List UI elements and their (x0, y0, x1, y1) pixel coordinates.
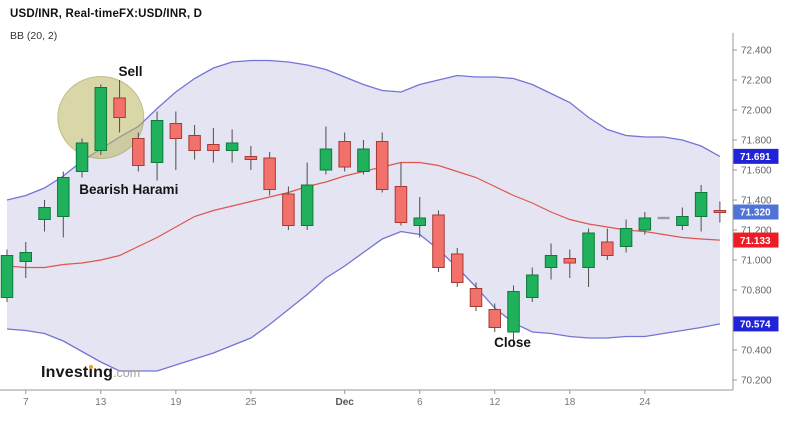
price-badge-label: 71.320 (740, 208, 771, 219)
candle-body-up (357, 148, 370, 172)
price-axis[interactable]: 72.400 72.200 72.000 71.800 71.600 71.400 71.2… (732, 33, 779, 390)
annotation-sell: Sell (119, 64, 143, 79)
candle-body-down (375, 141, 389, 190)
price-tick-label: 71.200 (741, 226, 772, 237)
price-tick-label: 71.600 (741, 166, 772, 177)
annotation-bearish-harami: Bearish Harami (79, 182, 178, 197)
candle-body-up (38, 207, 51, 220)
candle-body-up (619, 228, 633, 247)
candle-body-up (526, 274, 539, 298)
time-tick-label: 19 (170, 397, 182, 408)
candle-body-down (469, 288, 483, 307)
candle-body-up (75, 142, 89, 172)
candle-body-down (450, 253, 464, 283)
price-tick-label: 72.000 (741, 106, 772, 117)
candle-body-up (507, 291, 520, 333)
price-badge: 71.320 (733, 204, 779, 220)
time-tick-label: 13 (95, 397, 107, 408)
time-tick-label: 12 (489, 397, 501, 408)
price-tick-label: 71.000 (741, 256, 772, 267)
candle-body-up (319, 148, 333, 171)
candle-body-down (338, 141, 351, 168)
candle-body-up (57, 177, 70, 217)
time-tick-label: Dec (336, 397, 355, 408)
logo-orange-dot: i (88, 364, 94, 381)
candle-body-up (413, 217, 426, 226)
candle-body-up (582, 232, 595, 268)
candle-body-down (169, 123, 183, 139)
price-tick-label: 70.800 (741, 286, 772, 297)
candle-body-down (207, 144, 220, 151)
price-badge: 70.574 (733, 316, 779, 332)
bollinger-lower-line (6, 230, 721, 372)
time-tick-label: 24 (639, 397, 651, 408)
candle-body-down (132, 138, 145, 166)
candle-body-down (113, 97, 126, 118)
price-tick-label: 71.400 (741, 196, 772, 207)
candle-body-up (544, 255, 558, 268)
candle-body-down (488, 309, 502, 328)
price-badge-label: 71.691 (740, 152, 771, 163)
candle-body-up (94, 87, 108, 151)
candle-body-down (432, 214, 445, 268)
price-tick-label: 72.200 (741, 76, 772, 87)
candle-body-down (601, 241, 614, 256)
investing-logo-suffix: .com (113, 366, 141, 380)
candle-body-down (263, 157, 276, 190)
price-tick-label: 72.400 (741, 46, 772, 57)
price-badge: 71.133 (733, 232, 779, 248)
candle-body-down (282, 193, 295, 226)
candle-body-down (188, 135, 201, 151)
candle-body-up (0, 255, 14, 298)
candle-body-down (244, 156, 258, 160)
price-badge-label: 71.133 (740, 236, 771, 247)
candle-body-down (394, 186, 408, 223)
time-tick-label: 7 (23, 397, 29, 408)
investing-logo-brand: Investing (41, 364, 114, 381)
symbol-title: USD/INR, Real-timeFX:USD/INR, D (10, 8, 203, 20)
price-tick-label: 71.800 (741, 136, 772, 147)
price-badge-label: 70.574 (740, 320, 771, 331)
candle-body-down (713, 210, 727, 213)
time-tick-label: 18 (564, 397, 576, 408)
time-tick-label: 25 (245, 397, 257, 408)
candle-body-up (150, 120, 164, 163)
time-axis[interactable]: 7 13 19 25 Dec 6 12 18 24 (0, 389, 733, 408)
candle-body-up (19, 252, 33, 262)
candle-body-up (694, 192, 708, 217)
candles-group (0, 80, 727, 346)
candle-body-up (225, 142, 239, 151)
annotation-close: Close (494, 335, 531, 350)
candle-body-up (676, 216, 689, 226)
price-tick-label: 70.400 (741, 346, 772, 357)
investing-logo: Investing.com (41, 364, 140, 382)
candle-body-up (300, 184, 314, 226)
candle-body-up (638, 217, 652, 231)
indicator-label[interactable]: BB (20, 2) (10, 30, 58, 42)
time-tick-label: 6 (417, 397, 423, 408)
price-tick-label: 70.200 (741, 376, 772, 387)
candle-body-down (563, 258, 577, 264)
price-badge: 71.691 (733, 148, 779, 164)
bollinger-band-fill (7, 60, 720, 371)
